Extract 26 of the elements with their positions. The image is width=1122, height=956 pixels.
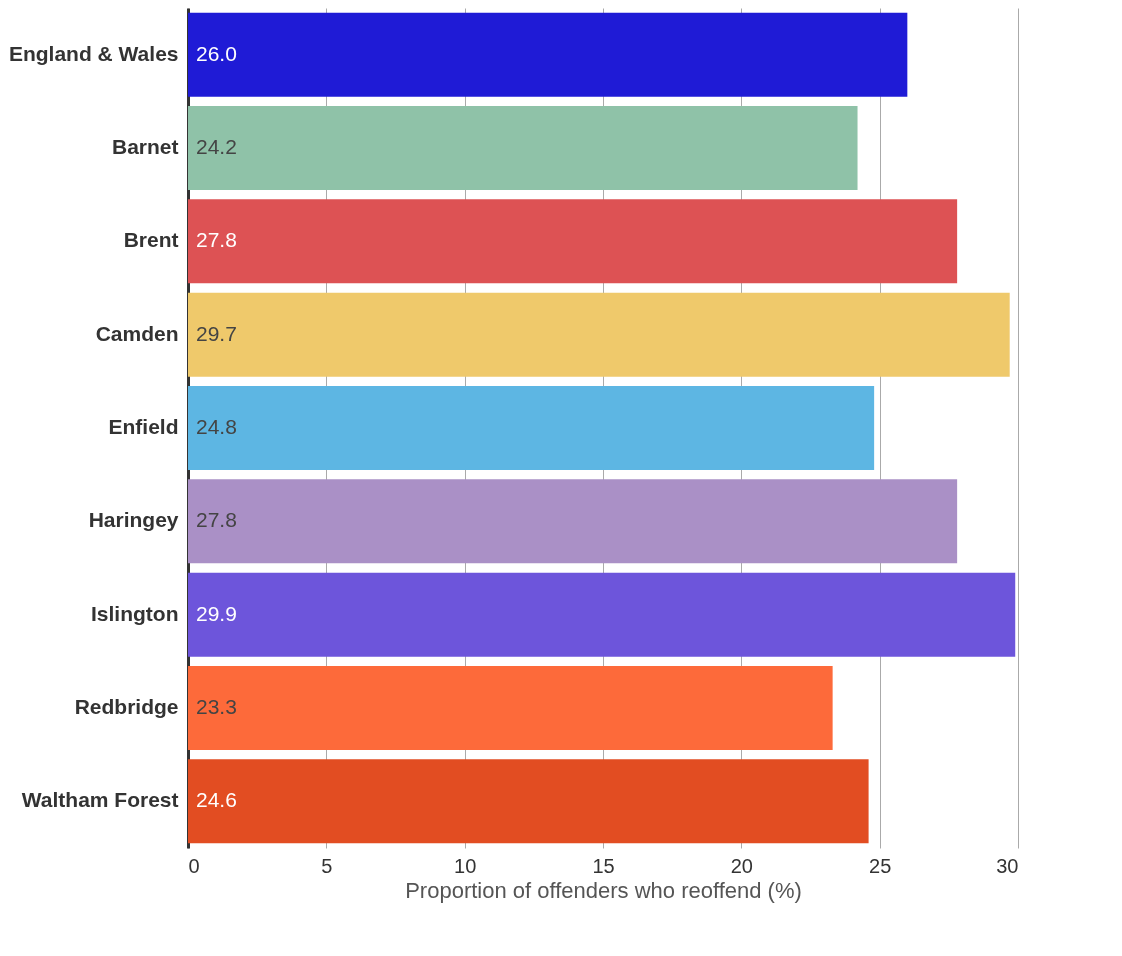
x-tick-label: 0: [188, 854, 200, 877]
data-label: 27.8: [196, 508, 237, 532]
data-label: 24.6: [196, 788, 237, 812]
y-tick-label: Islington: [91, 601, 179, 625]
y-tick-label: Enfield: [108, 415, 179, 438]
y-tick-label: Camden: [95, 321, 179, 345]
y-tick-label: Barnet: [111, 135, 179, 158]
data-label: 23.3: [196, 695, 237, 718]
data-label: 29.7: [196, 321, 237, 345]
data-label: 27.8: [196, 228, 237, 252]
x-tick-label: 15: [592, 854, 615, 877]
x-axis-title: Proportion of offenders who reoffend (%): [405, 877, 802, 903]
x-tick-label: 20: [730, 854, 753, 877]
y-tick-label: England & Wales: [8, 41, 179, 65]
data-label: 29.9: [196, 601, 237, 625]
y-tick-label: Brent: [123, 228, 179, 252]
data-label: 26.0: [196, 41, 237, 65]
x-tick-label: 10: [454, 854, 477, 877]
x-tick-label: 25: [869, 854, 892, 877]
y-tick-label: Waltham Forest: [21, 788, 179, 812]
data-label: 24.8: [196, 415, 237, 438]
data-label: 24.2: [196, 135, 237, 158]
y-tick-label: Redbridge: [74, 695, 179, 718]
x-tick-label: 30: [996, 854, 1019, 877]
y-tick-label: Haringey: [88, 508, 179, 532]
x-tick-label: 5: [321, 854, 333, 877]
